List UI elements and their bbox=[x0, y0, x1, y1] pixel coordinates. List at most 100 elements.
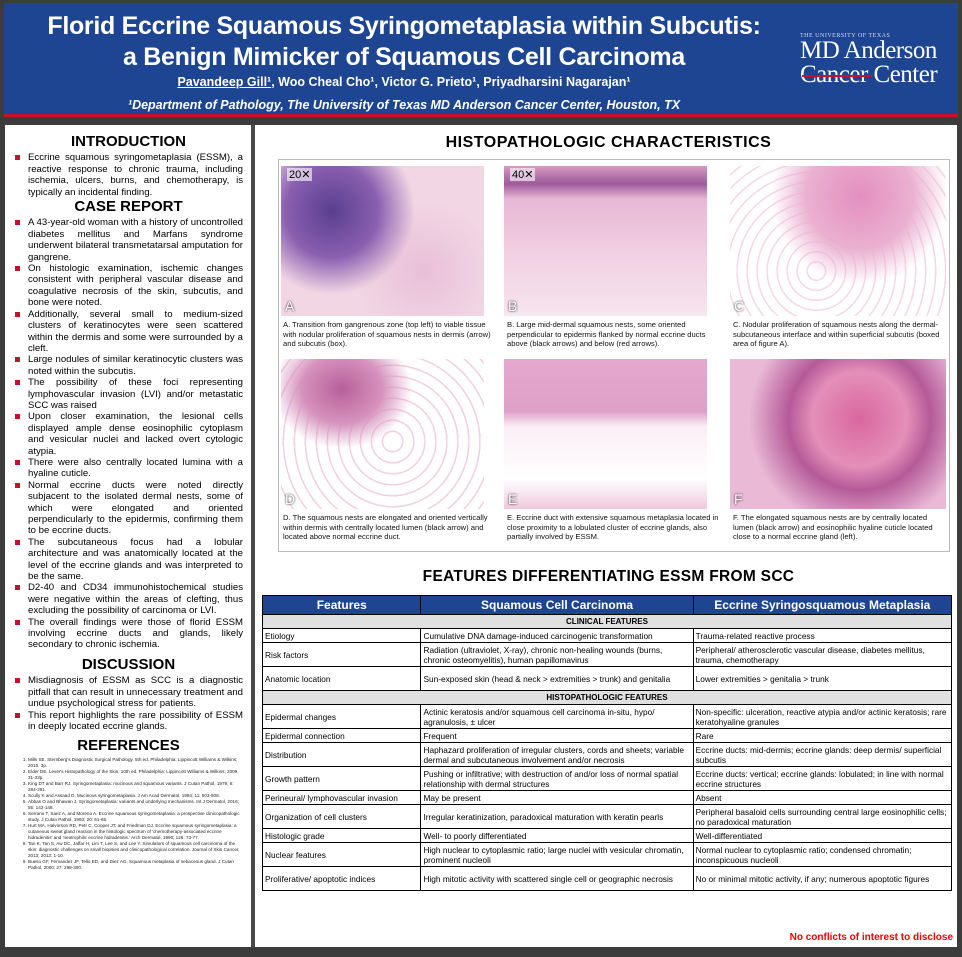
table-cell: Rare bbox=[692, 728, 953, 743]
list-item: This report highlights the rare possibil… bbox=[14, 710, 243, 733]
figure-label: C bbox=[734, 298, 745, 314]
figure-label: F bbox=[734, 491, 743, 507]
table-cell: Anatomic location bbox=[261, 666, 422, 691]
list-item: There were also centrally located lumina… bbox=[14, 457, 243, 480]
table-cell: Non-specific: ulceration, reactive atypi… bbox=[692, 704, 953, 729]
case-report-list: A 43-year-old woman with a history of un… bbox=[14, 217, 243, 650]
discussion-list: Misdiagnosis of ESSM as SCC is a diagnos… bbox=[14, 675, 243, 732]
poster-body: INTRODUCTION Eccrine squamous syringomet… bbox=[5, 125, 957, 947]
table-cell: Actinic keratosis and/or squamous cell c… bbox=[420, 704, 694, 729]
poster-title: Florid Eccrine Squamous Syringometaplasi… bbox=[24, 11, 784, 73]
left-column: INTRODUCTION Eccrine squamous syringomet… bbox=[5, 125, 255, 947]
table-cell: Peripheral/ atherosclerotic vascular dis… bbox=[692, 642, 953, 667]
table-header-row: Features Squamous Cell Carcinoma Eccrine S… bbox=[261, 595, 953, 615]
list-item: Upon closer examination, the lesional ce… bbox=[14, 411, 243, 457]
reference-item: Abbas O and Bhawan J. Syringometaplasia:… bbox=[28, 799, 243, 811]
table-cell: Well- to poorly differentiated bbox=[420, 828, 694, 843]
table-row: Epidermal changes Actinic keratosis and/o… bbox=[261, 704, 953, 729]
list-item: D2-40 and CD34 immunohistochemical studi… bbox=[14, 582, 243, 616]
table-cell: Eccrine ducts: vertical; eccrine glands:… bbox=[692, 766, 953, 791]
section-title: CLINICAL FEATURES bbox=[262, 614, 952, 629]
table-cell: Irregular keratinization, paradoxical ma… bbox=[420, 804, 694, 829]
table-row: Anatomic location Sun-exposed skin (head … bbox=[261, 666, 953, 691]
column-header: Eccrine Syringosquamous Metaplasia bbox=[692, 595, 953, 615]
table-row: Etiology Cumulative DNA damage-induced ca… bbox=[261, 628, 953, 643]
first-author: Pavandeep Gill¹ bbox=[177, 75, 272, 89]
table-cell: Well-differentiated bbox=[692, 828, 953, 843]
list-item: The overall findings were those of flori… bbox=[14, 617, 243, 651]
list-item: Large nodules of similar keratinocytic c… bbox=[14, 354, 243, 377]
table-cell: Distribution bbox=[261, 742, 422, 767]
magnification-label: 20✕ bbox=[287, 168, 313, 181]
list-item: Misdiagnosis of ESSM as SCC is a diagnos… bbox=[14, 675, 243, 709]
logo-line-2: Cancer Center bbox=[800, 61, 938, 88]
list-item: The subcutaneous focus had a lobular arc… bbox=[14, 537, 243, 583]
table-cell: Growth pattern bbox=[261, 766, 422, 791]
introduction-list: Eccrine squamous syringometaplasia (ESSM… bbox=[14, 152, 243, 198]
figure-label: E bbox=[508, 491, 518, 507]
figure-caption: E. Eccrine duct with extensive squamous … bbox=[507, 513, 719, 541]
magnification-label: 40✕ bbox=[510, 168, 536, 181]
histology-image-b: B 40✕ bbox=[504, 166, 707, 316]
authors: Pavandeep Gill¹, Woo Cheal Cho¹, Victor … bbox=[24, 75, 784, 89]
reference-item: Bueso GF, Fernandez JF, Tello ED, and Di… bbox=[28, 859, 243, 871]
table-cell: Etiology bbox=[261, 628, 422, 643]
table-row: Growth pattern Pushing or infiltrative; w… bbox=[261, 766, 953, 791]
table-cell: Peripheral basaloid cells surrounding ce… bbox=[692, 804, 953, 829]
table-cell: Pushing or infiltrative; with destructio… bbox=[420, 766, 694, 791]
list-item: The possibility of these foci representi… bbox=[14, 377, 243, 411]
poster-header: Florid Eccrine Squamous Syringometaplasi… bbox=[4, 3, 958, 117]
table-cell: Nuclear features bbox=[261, 842, 422, 867]
list-item: Additionally, several small to medium-si… bbox=[14, 309, 243, 355]
list-item: On histologic examination, ischemic chan… bbox=[14, 263, 243, 309]
histology-image-f: F bbox=[730, 359, 946, 509]
figure-caption: A. Transition from gangrenous zone (top … bbox=[283, 320, 491, 348]
table-row: Proliferative/ apoptotic indices High mit… bbox=[261, 866, 953, 891]
table-cell: High nuclear to cytoplasmic ratio; large… bbox=[420, 842, 694, 867]
table-cell: Risk factors bbox=[261, 642, 422, 667]
list-item: A 43-year-old woman with a history of un… bbox=[14, 217, 243, 263]
other-authors: , Woo Cheal Cho¹, Victor G. Prieto¹, Pri… bbox=[271, 75, 631, 89]
table-row: Histologic grade Well- to poorly differen… bbox=[261, 828, 953, 843]
table-cell: No or minimal mitotic activity, if any; … bbox=[692, 866, 953, 891]
figure-caption: C. Nodular proliferation of squamous nes… bbox=[733, 320, 940, 348]
histology-image-e: E bbox=[504, 359, 707, 509]
section-row: CLINICAL FEATURES bbox=[262, 614, 952, 629]
table-cell: Perineural/ lymphovascular invasion bbox=[261, 790, 422, 805]
affiliation: ¹Department of Pathology, The University… bbox=[127, 98, 681, 112]
section-title: HISTOPATHOLOGIC FEATURES bbox=[262, 690, 952, 705]
table-cell: Lower extremities > genitalia > trunk bbox=[692, 666, 953, 691]
reference-item: Tan K, Tan S, Aw DC, Jaffar H, Lim T, Le… bbox=[28, 841, 243, 859]
table-row: Distribution Haphazard proliferation of i… bbox=[261, 742, 953, 767]
table-cell: Organization of cell clusters bbox=[261, 804, 422, 829]
histo-heading: HISTOPATHOLOGIC CHARACTERISTICS bbox=[445, 134, 772, 151]
table-cell: Histologic grade bbox=[261, 828, 422, 843]
table-cell: Eccrine ducts: mid-dermis; eccrine gland… bbox=[692, 742, 953, 767]
conflict-of-interest: No conflicts of interest to disclose bbox=[789, 932, 953, 943]
logo-small-text: THE UNIVERSITY OF TEXAS bbox=[800, 33, 891, 39]
histology-figures: A 20✕ A. Transition from gangrenous zone (… bbox=[278, 159, 950, 552]
column-header: Features bbox=[261, 595, 422, 615]
list-item: Eccrine squamous syringometaplasia (ESSM… bbox=[14, 152, 243, 198]
table-cell: Cumulative DNA damage-induced carcinogen… bbox=[420, 628, 694, 643]
reference-item: Serrano T, Saez A, and Moreno A. Eccrine… bbox=[28, 811, 243, 823]
title-line-2: a Benign Mimicker of Squamous Cell Carci… bbox=[123, 43, 685, 71]
figure-caption: F. The elongated squamous nests are by c… bbox=[733, 513, 933, 541]
references-heading: REFERENCES bbox=[77, 737, 180, 755]
histology-image-c: C bbox=[730, 166, 946, 316]
table-cell: Frequent bbox=[420, 728, 694, 743]
figure-caption: B. Large mid-dermal squamous nests, some… bbox=[507, 320, 706, 348]
table-cell: Trauma-related reactive process bbox=[692, 628, 953, 643]
features-table: Features Squamous Cell Carcinoma Eccrine S… bbox=[261, 595, 953, 891]
title-line-1: Florid Eccrine Squamous Syringometaplasi… bbox=[47, 12, 761, 40]
md-anderson-logo: THE UNIVERSITY OF TEXAS MD Anderson Canc… bbox=[800, 33, 950, 87]
right-column: HISTOPATHOLOGIC CHARACTERISTICS A 20✕ A. T… bbox=[260, 125, 957, 947]
figure-label: A bbox=[285, 298, 295, 314]
table-cell: Haphazard proliferation of irregular clu… bbox=[420, 742, 694, 767]
table-cell: Sun-exposed skin (head & neck > extremit… bbox=[420, 666, 694, 691]
discussion-heading: DISCUSSION bbox=[81, 655, 176, 673]
column-header: Squamous Cell Carcinoma bbox=[420, 595, 694, 615]
references-list: Mills SE. Sternberg's Diagnostic Surgica… bbox=[14, 757, 243, 871]
figure-label: D bbox=[285, 491, 296, 507]
logo-line-1: MD Anderson bbox=[800, 37, 937, 64]
